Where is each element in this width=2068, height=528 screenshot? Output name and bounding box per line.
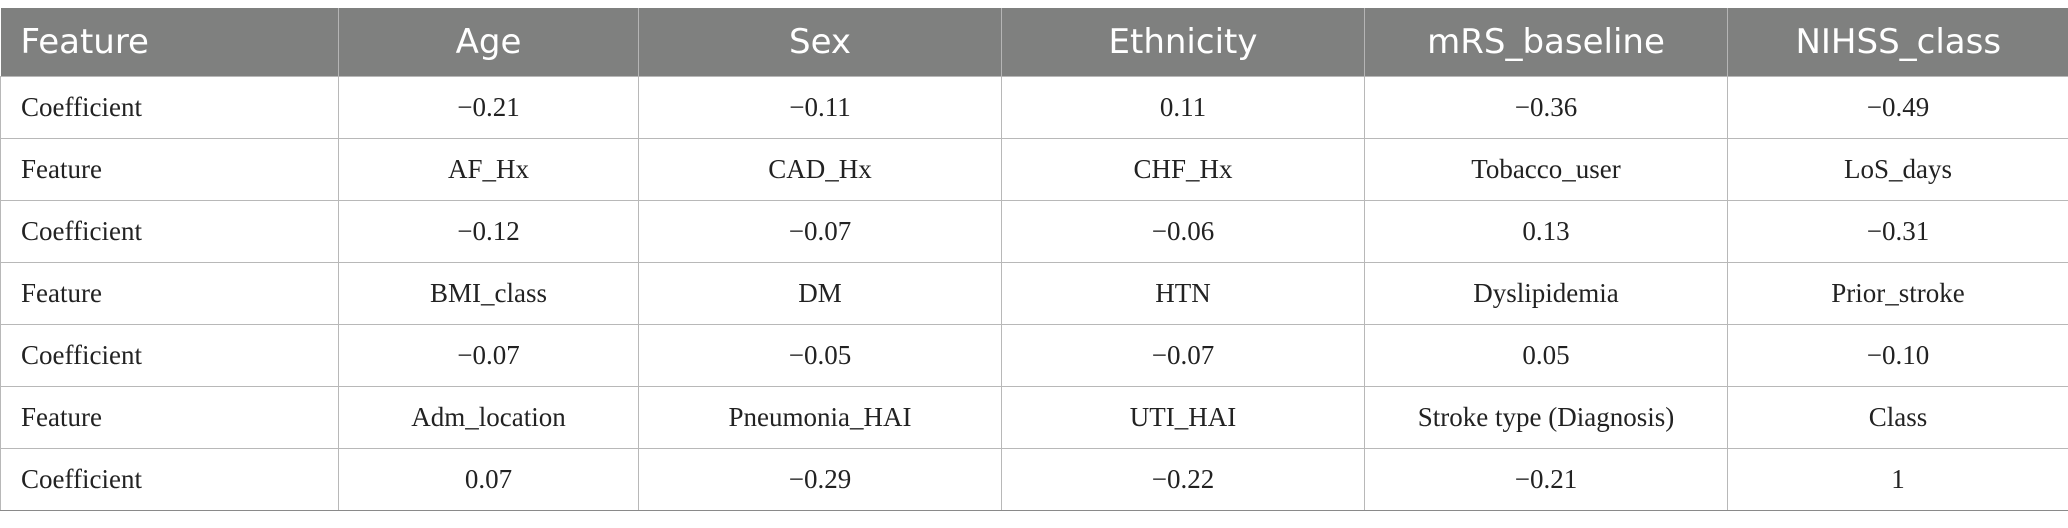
table-cell: Prior_stroke bbox=[1727, 262, 2068, 325]
table-cell: −0.05 bbox=[638, 324, 1002, 387]
row-label-cell: Coefficient bbox=[0, 76, 339, 139]
table-cell: DM bbox=[638, 262, 1002, 325]
table-cell: 0.05 bbox=[1364, 324, 1728, 387]
table-row: Feature AF_Hx CAD_Hx CHF_Hx Tobacco_user… bbox=[0, 138, 2068, 201]
table-cell: 1 bbox=[1727, 448, 2068, 511]
table-row: Coefficient 0.07 −0.29 −0.22 −0.21 1 bbox=[0, 448, 2068, 511]
table-cell: −0.21 bbox=[1364, 448, 1728, 511]
row-label-cell: Feature bbox=[0, 262, 339, 325]
table-row: Feature Adm_location Pneumonia_HAI UTI_H… bbox=[0, 386, 2068, 449]
header-cell-ethnicity: Ethnicity bbox=[1001, 8, 1365, 77]
table-cell: 0.07 bbox=[338, 448, 639, 511]
header-cell-mrs-baseline: mRS_baseline bbox=[1364, 8, 1728, 77]
table-row: Coefficient −0.07 −0.05 −0.07 0.05 −0.10 bbox=[0, 324, 2068, 387]
row-label-cell: Feature bbox=[0, 138, 339, 201]
table-cell: Tobacco_user bbox=[1364, 138, 1728, 201]
table-cell: −0.29 bbox=[638, 448, 1002, 511]
row-label-cell: Coefficient bbox=[0, 200, 339, 263]
table-cell: −0.31 bbox=[1727, 200, 2068, 263]
header-cell-nihss-class: NIHSS_class bbox=[1727, 8, 2068, 77]
header-cell-sex: Sex bbox=[638, 8, 1002, 77]
table-cell: −0.11 bbox=[638, 76, 1002, 139]
table-header: Feature Age Sex Ethnicity mRS_baseline N… bbox=[0, 8, 2068, 77]
table-cell: UTI_HAI bbox=[1001, 386, 1365, 449]
table-cell: BMI_class bbox=[338, 262, 639, 325]
table-cell: AF_Hx bbox=[338, 138, 639, 201]
table-body: Coefficient −0.21 −0.11 0.11 −0.36 −0.49… bbox=[0, 76, 2068, 511]
table-cell: −0.36 bbox=[1364, 76, 1728, 139]
header-row: Feature Age Sex Ethnicity mRS_baseline N… bbox=[0, 8, 2068, 77]
table-cell: −0.22 bbox=[1001, 448, 1365, 511]
row-label-cell: Coefficient bbox=[0, 324, 339, 387]
table-cell: Class bbox=[1727, 386, 2068, 449]
table-cell: HTN bbox=[1001, 262, 1365, 325]
table-cell: Stroke type (Diagnosis) bbox=[1364, 386, 1728, 449]
table-cell: CHF_Hx bbox=[1001, 138, 1365, 201]
table-cell: −0.07 bbox=[338, 324, 639, 387]
table-cell: −0.49 bbox=[1727, 76, 2068, 139]
table-cell: −0.07 bbox=[638, 200, 1002, 263]
feature-coefficient-table: Feature Age Sex Ethnicity mRS_baseline N… bbox=[0, 8, 2068, 511]
table-cell: −0.21 bbox=[338, 76, 639, 139]
table-cell: LoS_days bbox=[1727, 138, 2068, 201]
table-cell: Pneumonia_HAI bbox=[638, 386, 1002, 449]
table-cell: Dyslipidemia bbox=[1364, 262, 1728, 325]
table-row: Feature BMI_class DM HTN Dyslipidemia Pr… bbox=[0, 262, 2068, 325]
table-cell: −0.10 bbox=[1727, 324, 2068, 387]
header-cell-age: Age bbox=[338, 8, 639, 77]
table-cell: 0.11 bbox=[1001, 76, 1365, 139]
table-cell: CAD_Hx bbox=[638, 138, 1002, 201]
row-label-cell: Coefficient bbox=[0, 448, 339, 511]
header-cell-feature: Feature bbox=[0, 8, 339, 77]
row-label-cell: Feature bbox=[0, 386, 339, 449]
table-row: Coefficient −0.21 −0.11 0.11 −0.36 −0.49 bbox=[0, 76, 2068, 139]
table-cell: Adm_location bbox=[338, 386, 639, 449]
table-cell: −0.06 bbox=[1001, 200, 1365, 263]
feature-coefficient-table-container: Feature Age Sex Ethnicity mRS_baseline N… bbox=[0, 8, 2068, 511]
table-cell: −0.12 bbox=[338, 200, 639, 263]
table-cell: −0.07 bbox=[1001, 324, 1365, 387]
table-cell: 0.13 bbox=[1364, 200, 1728, 263]
table-row: Coefficient −0.12 −0.07 −0.06 0.13 −0.31 bbox=[0, 200, 2068, 263]
